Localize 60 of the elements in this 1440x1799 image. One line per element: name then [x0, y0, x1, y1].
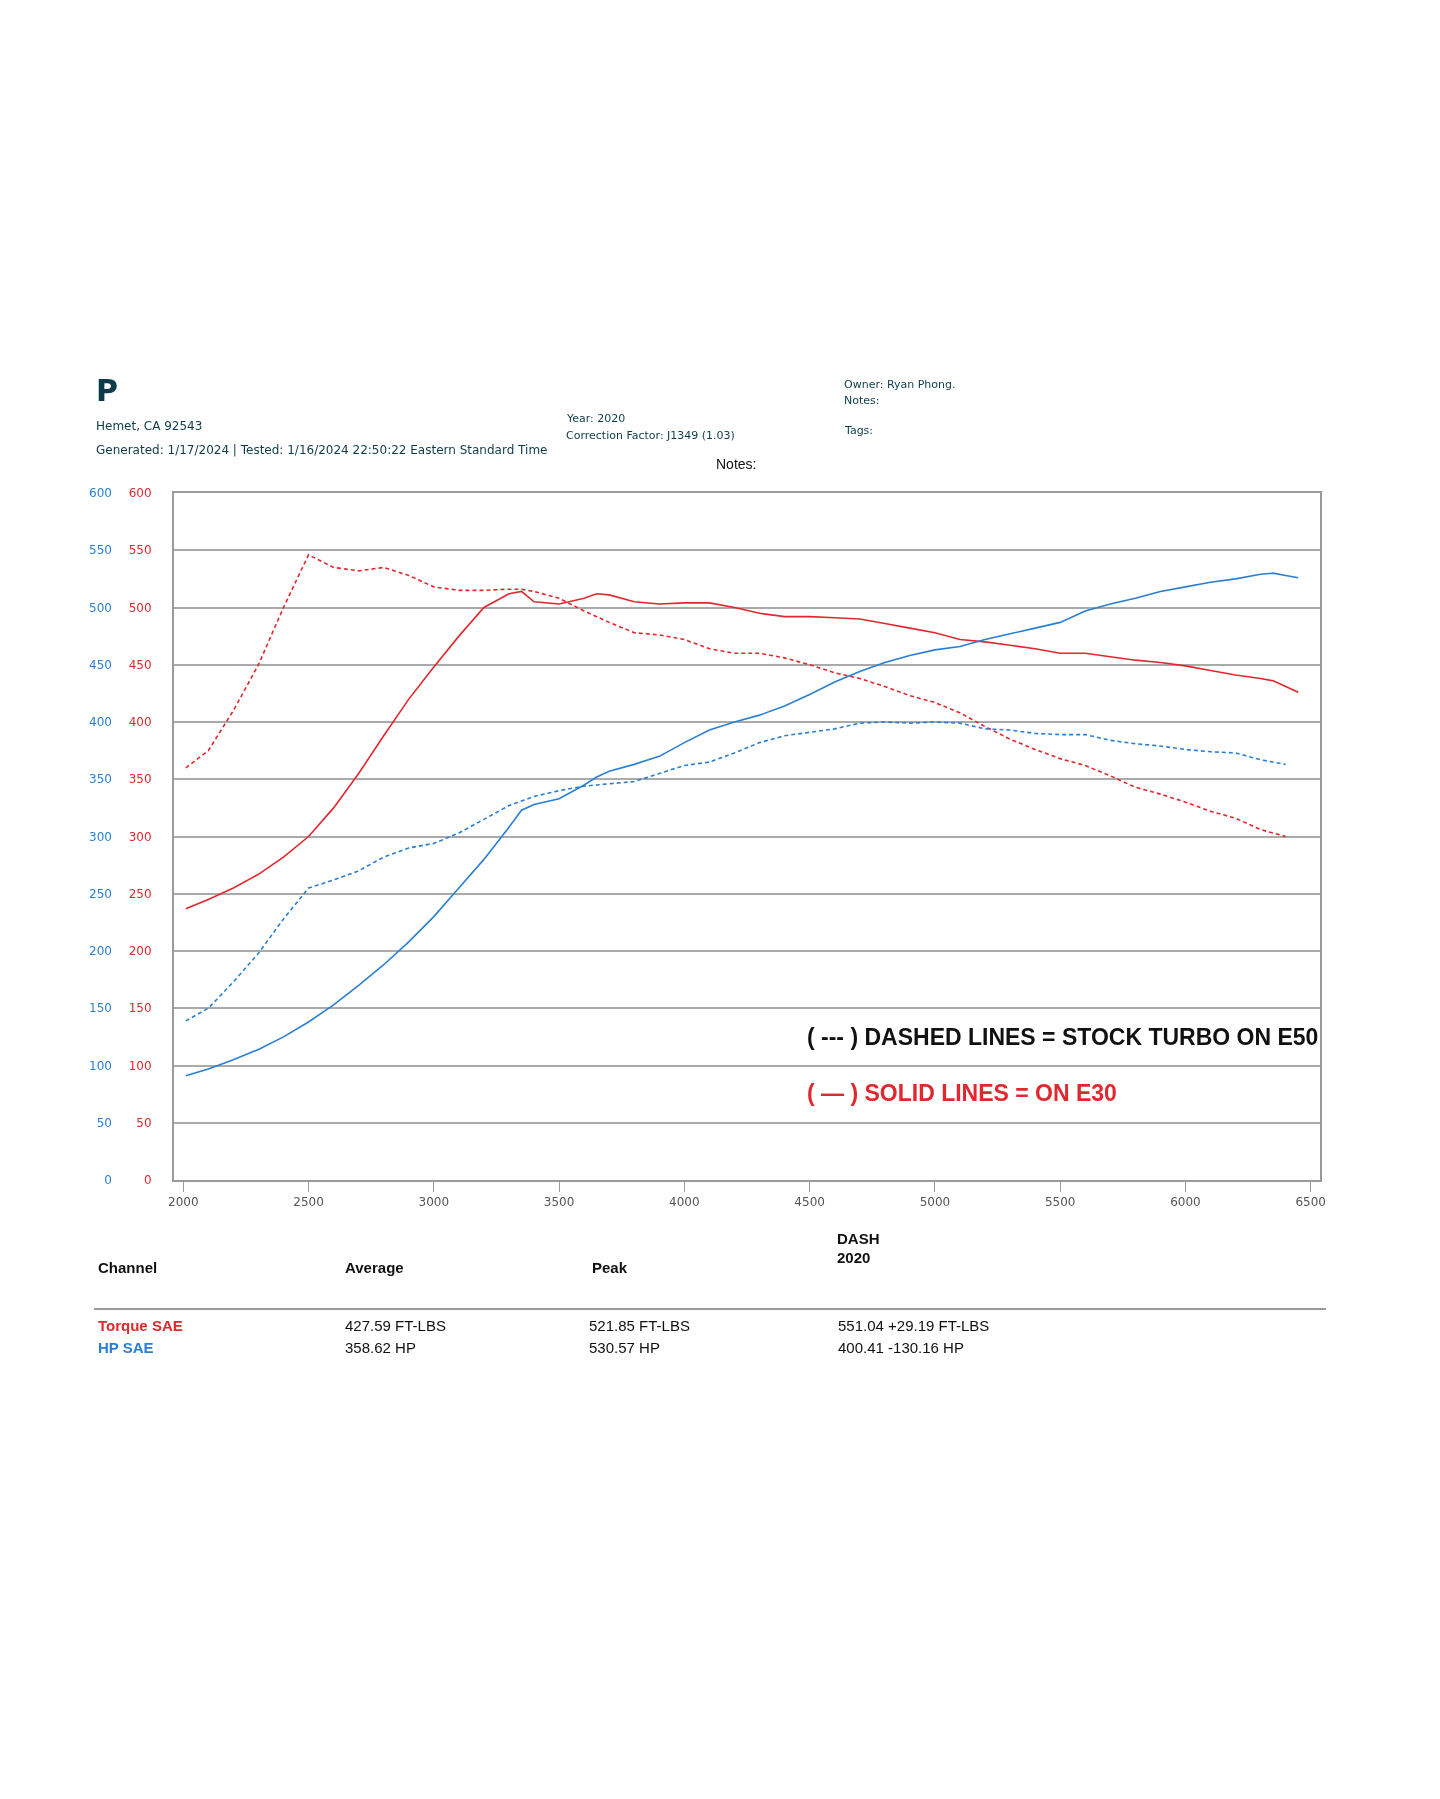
text: Tags:: [844, 424, 874, 437]
y-tick-label: 250: [128, 886, 152, 901]
x-tick-label: 4000: [669, 1195, 700, 1210]
y-tick-label: 50: [136, 1115, 152, 1130]
text: Generated: 1/17/2024 | Tested: 1/16/2024 22:50:22 Eastern Standard Time: [96, 443, 548, 457]
text: 530.57 HP: [589, 1339, 660, 1356]
y2-tick-label: 600: [89, 486, 112, 501]
text: Torque SAE: [98, 1317, 183, 1334]
text: DASH: [837, 1230, 880, 1247]
text: Notes:: [844, 394, 880, 407]
x-tick-label: 6000: [1170, 1195, 1201, 1210]
annotation: ( --- ) DASHED LINES = STOCK TURBO ON E50: [807, 1024, 1319, 1050]
x-tick-label: 3000: [418, 1195, 450, 1210]
y-tick-label: 400: [128, 715, 152, 730]
y2-tick-label: 50: [96, 1115, 112, 1130]
y-tick-label: 200: [128, 944, 152, 959]
text: 400.41 -130.16 HP: [838, 1339, 964, 1356]
x-tick-label: 5500: [1044, 1195, 1076, 1210]
y2-tick-label: 500: [89, 600, 112, 615]
y2-tick-label: 350: [89, 772, 112, 787]
y2-tick-label: 400: [89, 715, 112, 730]
x-tick-label: 4500: [794, 1195, 825, 1210]
text: 358.62 HP: [345, 1339, 416, 1356]
y-tick-label: 500: [128, 600, 152, 615]
y-tick-label: 0: [143, 1173, 152, 1188]
text: Hemet, CA 92543: [96, 419, 203, 433]
text: Channel: [98, 1259, 158, 1276]
annotation: ( — ) SOLID LINES = ON E30: [807, 1080, 1117, 1106]
text: P: [96, 373, 118, 408]
text: Average: [345, 1259, 404, 1276]
text: HP SAE: [98, 1339, 154, 1356]
text: 521.85 FT-LBS: [589, 1317, 690, 1334]
y2-tick-label: 450: [89, 657, 112, 672]
text: 2020: [837, 1249, 871, 1266]
text: 427.59 FT-LBS: [345, 1317, 446, 1334]
y-tick-label: 100: [128, 1058, 152, 1073]
y-tick-label: 450: [128, 657, 152, 672]
text: Year: 2020: [566, 412, 626, 425]
x-tick-label: 2000: [168, 1195, 199, 1210]
y-tick-label: 150: [128, 1001, 152, 1016]
text: Correction Factor: J1349 (1.03): [566, 429, 735, 442]
x-tick-label: 5000: [919, 1195, 951, 1210]
y2-tick-label: 300: [89, 829, 112, 844]
y2-tick-label: 550: [89, 543, 112, 558]
y2-tick-label: 200: [89, 944, 112, 959]
x-tick-label: 2500: [293, 1195, 324, 1210]
y2-tick-label: 100: [89, 1058, 112, 1073]
y2-tick-label: 0: [104, 1173, 112, 1188]
y-tick-label: 350: [128, 772, 152, 787]
y2-tick-label: 150: [89, 1001, 112, 1016]
text: 551.04 +29.19 FT-LBS: [838, 1317, 990, 1334]
y-tick-label: 550: [128, 543, 152, 558]
y-tick-label: 600: [128, 486, 152, 501]
y-tick-label: 300: [128, 829, 152, 844]
text: Notes:: [716, 456, 757, 472]
x-tick-label: 6500: [1295, 1195, 1326, 1210]
x-tick-label: 3500: [543, 1195, 575, 1210]
text: Peak: [592, 1259, 628, 1276]
y2-tick-label: 250: [89, 886, 112, 901]
text: Owner: Ryan Phong.: [844, 378, 956, 391]
